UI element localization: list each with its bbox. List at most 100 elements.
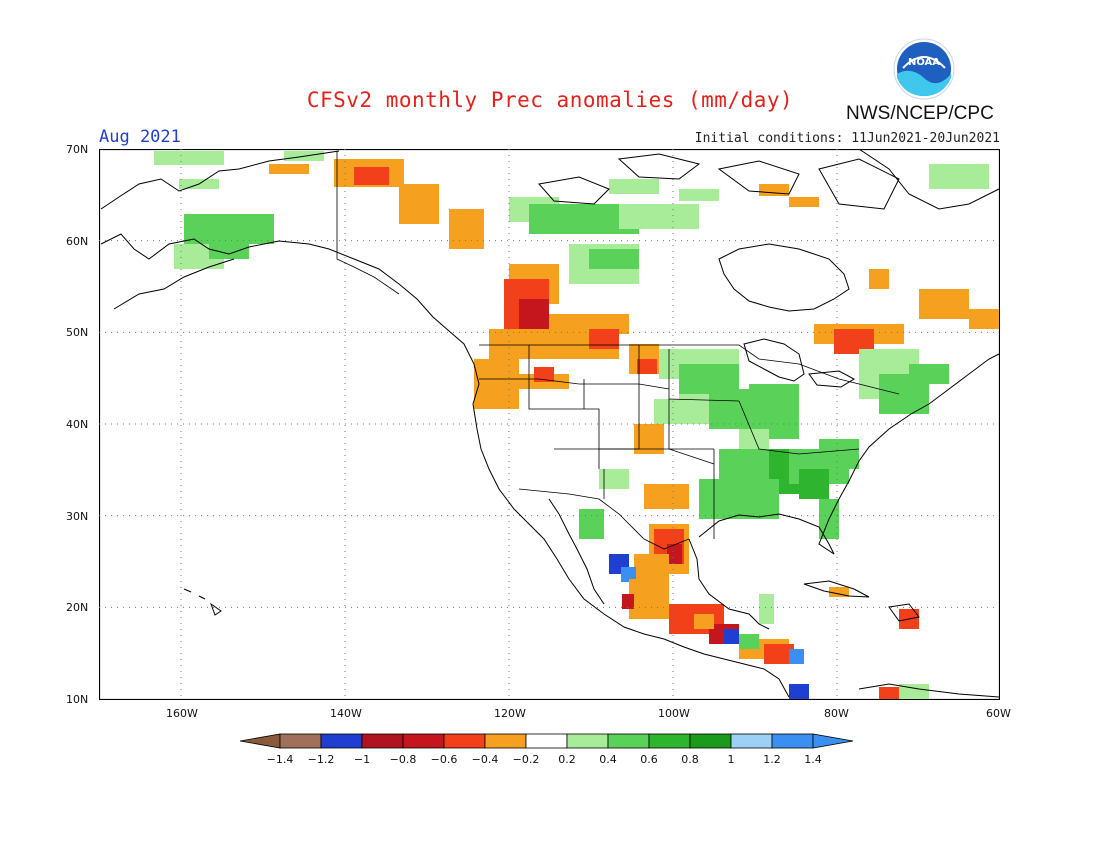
anomaly-patch — [209, 239, 249, 259]
anomaly-patch — [819, 439, 859, 469]
lon-label-140w: 140W — [330, 707, 362, 720]
lon-label-60w: 60W — [986, 707, 1011, 720]
anomaly-patch — [154, 151, 224, 165]
lat-label-50n: 50N — [66, 326, 89, 339]
anomaly-patch — [879, 687, 899, 699]
anomaly-patch — [449, 209, 484, 249]
colorbar-tick-label: −0.2 — [513, 753, 540, 766]
lon-label-120w: 120W — [494, 707, 526, 720]
gridlines — [99, 149, 999, 699]
anomaly-patch — [724, 629, 739, 644]
coastlines — [100, 148, 1000, 698]
colorbar-tick-label: 1.2 — [763, 753, 781, 766]
colorbar-box — [566, 733, 609, 749]
noaa-logo: NOAA — [893, 38, 955, 100]
colorbar-box — [648, 733, 691, 749]
colorbar-tick-label: −0.4 — [472, 753, 499, 766]
colorbar-tick-label: −1.2 — [308, 753, 335, 766]
anomaly-cells — [154, 151, 999, 699]
anomaly-patch — [739, 634, 759, 649]
anomaly-patch — [829, 587, 849, 597]
anomaly-patch — [869, 269, 889, 289]
anomaly-patch — [899, 684, 929, 699]
colorbar-tick-label: 0.6 — [640, 753, 658, 766]
colorbar-tick-label: 0.2 — [558, 753, 576, 766]
colorbar-tick-label: −0.6 — [431, 753, 458, 766]
colorbar-box — [484, 733, 527, 749]
anomaly-patch — [519, 299, 549, 334]
colorbar-tick-label: −0.8 — [390, 753, 417, 766]
anomaly-patch — [599, 469, 629, 489]
lon-label-80w: 80W — [824, 707, 849, 720]
svg-text:NOAA: NOAA — [908, 57, 940, 68]
colorbar-box — [320, 733, 363, 749]
colorbar-tick-label: −1.4 — [267, 753, 294, 766]
anomaly-patch — [969, 309, 999, 329]
anomaly-patch — [579, 509, 604, 539]
anomaly-patch — [799, 469, 829, 499]
anomaly-patch — [699, 479, 739, 519]
map-title: CFSv2 monthly Prec anomalies (mm/day) — [306, 88, 794, 112]
colorbar-box — [525, 733, 568, 749]
anomaly-patch — [269, 164, 309, 174]
colorbar-box — [607, 733, 650, 749]
anomaly-patch — [679, 189, 719, 201]
colorbar-box — [730, 733, 773, 749]
anomaly-patch — [637, 359, 657, 374]
anomaly-patch — [644, 484, 689, 509]
color-legend: −1.4 −1.2 −1 −0.8 −0.6 −0.4 −0.2 0.2 0.4 0.6 0.8 1 1… — [239, 733, 865, 773]
lon-label-160w: 160W — [166, 707, 198, 720]
anomaly-patch — [919, 289, 969, 319]
political-boundaries — [336, 151, 900, 550]
anomaly-patch — [474, 359, 519, 409]
colorbar-box — [771, 733, 814, 749]
colorbar-tick-label: 0.8 — [681, 753, 699, 766]
lat-label-70n: 70N — [66, 143, 89, 156]
anomaly-patch — [667, 544, 682, 564]
colorbar-box — [402, 733, 445, 749]
anomaly-patch — [354, 167, 389, 185]
colorbar-svg: −1.4 −1.2 −1 −0.8 −0.6 −0.4 −0.2 0.2 0.4 0.6 0.8 1 1… — [239, 733, 854, 766]
colorbar-tick-label: 0.4 — [599, 753, 617, 766]
anomaly-patch — [789, 197, 819, 207]
map-panel — [98, 148, 1001, 704]
anomaly-patch — [609, 179, 659, 194]
anomaly-patch — [759, 594, 774, 624]
anomaly-patch — [789, 684, 809, 699]
anomaly-patch — [759, 184, 789, 196]
colorbar-boxes — [239, 733, 854, 749]
colorbar-box — [443, 733, 486, 749]
colorbar-box — [361, 733, 404, 749]
colorbar-box — [689, 733, 732, 749]
anomaly-patch — [694, 614, 714, 629]
initial-conditions: Initial conditions: 11Jun2021-20Jun2021 — [694, 131, 1000, 146]
anomaly-patch — [622, 594, 634, 609]
anomaly-patch — [534, 367, 554, 382]
anomaly-patch — [789, 649, 804, 664]
anomaly-patch — [589, 329, 619, 349]
anomaly-patch — [679, 394, 709, 424]
colorbar-tick-label: 1 — [728, 753, 735, 766]
lat-label-60n: 60N — [66, 235, 89, 248]
colorbar-low-triangle — [239, 733, 281, 749]
map-svg — [98, 148, 1001, 701]
anomaly-patch — [399, 184, 439, 224]
anomaly-patch — [719, 449, 769, 479]
colorbar-tick-label: −1 — [354, 753, 370, 766]
lon-label-100w: 100W — [658, 707, 690, 720]
anomaly-patch — [909, 364, 949, 384]
colorbar-box — [279, 733, 322, 749]
anomaly-patch — [634, 424, 664, 454]
colorbar-high-triangle — [812, 733, 854, 749]
colorbar-tick-label: 1.4 — [804, 753, 822, 766]
lat-label-10n: 10N — [66, 693, 89, 706]
colorbar-labels: −1.4 −1.2 −1 −0.8 −0.6 −0.4 −0.2 0.2 0.4 0.6 0.8 1 1… — [267, 753, 822, 766]
anomaly-patch — [764, 644, 794, 664]
forecast-period: Aug 2021 — [99, 127, 181, 147]
lat-label-30n: 30N — [66, 510, 89, 523]
anomaly-patch — [654, 399, 679, 424]
anomaly-patch — [621, 567, 636, 582]
lat-label-20n: 20N — [66, 601, 89, 614]
anomaly-patch — [619, 204, 699, 229]
anomaly-patch — [589, 249, 639, 269]
